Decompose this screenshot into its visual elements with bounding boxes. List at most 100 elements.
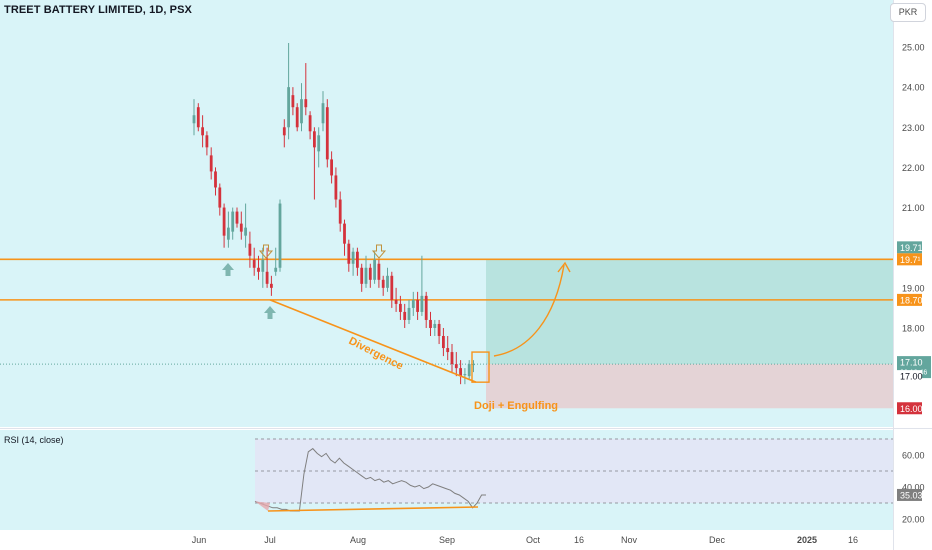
candle-body: [304, 99, 308, 108]
candle-body: [222, 207, 226, 236]
candle-body: [429, 319, 432, 328]
candle-body: [291, 95, 295, 108]
rsi-tick-label: 40.00: [902, 483, 925, 493]
candle-body: [334, 175, 338, 200]
candle-body: [450, 352, 454, 365]
chart-title: TREET BATTERY LIMITED, 1D, PSX: [4, 4, 192, 16]
signal-down-arrow-icon: [371, 244, 387, 259]
candle-body: [313, 131, 316, 148]
candle-body: [300, 99, 303, 124]
candle-body: [261, 259, 265, 272]
target-level-badge: [897, 241, 922, 254]
stop-level-label: 16.00: [900, 404, 923, 414]
time-tick-label: Oct: [526, 535, 541, 545]
candle-body: [403, 311, 407, 320]
price-tick-label: 19.00: [902, 283, 925, 293]
candle-body: [360, 267, 364, 284]
candle-body: [325, 107, 329, 160]
rsi-divergence-line: [267, 506, 479, 512]
candle-body: [227, 227, 230, 240]
rsi-indicator-label[interactable]: RSI (14, close): [4, 435, 64, 445]
stop-zone: [486, 364, 893, 409]
candle-body: [270, 283, 273, 288]
candle-body: [239, 223, 243, 232]
candle-body: [265, 271, 269, 284]
candle-body: [218, 187, 222, 208]
resistance-level-upper-badge: [897, 253, 922, 266]
candle-body: [192, 115, 196, 124]
candle-body: [196, 107, 200, 128]
candle-body: [463, 374, 467, 376]
rsi-last-badge: [897, 488, 922, 501]
time-tick-label: Jun: [192, 535, 207, 545]
candle-body: [442, 336, 445, 349]
candle-body: [244, 227, 247, 236]
price-tick-label: 22.00: [902, 163, 925, 173]
time-tick-label: Dec: [709, 535, 726, 545]
candle-body: [433, 323, 437, 328]
candle-body: [317, 135, 321, 152]
candle-body: [205, 135, 209, 148]
time-tick-label: Sep: [439, 535, 455, 545]
price-tick-label: 25.00: [902, 43, 925, 53]
candle-body: [321, 103, 325, 124]
candle-body: [420, 295, 424, 312]
candle-body: [308, 115, 312, 132]
price-tick-label: 18.00: [902, 323, 925, 333]
candle-body: [343, 223, 346, 244]
candle-body: [347, 243, 351, 264]
currency-button[interactable]: PKR: [890, 3, 926, 22]
rsi-last-label: 35.03: [900, 490, 923, 500]
time-tick-label: Aug: [350, 535, 366, 545]
candle-body: [257, 267, 260, 272]
target-zone: [486, 259, 893, 365]
time-tick-label: Nov: [621, 535, 638, 545]
candle-body: [390, 275, 394, 300]
candle-body: [424, 295, 428, 320]
candle-body: [467, 364, 471, 377]
entry-level-label: 17.00: [900, 372, 923, 382]
candle-body: [454, 364, 458, 369]
candle-body: [248, 243, 252, 256]
target-level-label: 19.71: [900, 243, 923, 253]
price-tick-label: 21.00: [902, 203, 925, 213]
candle-body: [377, 263, 381, 280]
candle-body: [472, 364, 475, 366]
candle-body: [386, 275, 389, 288]
last-price-label: 17.10: [900, 358, 923, 368]
candle-body: [437, 323, 441, 337]
candle-body: [282, 127, 286, 136]
candle-body: [446, 348, 450, 353]
stop-level-badge: [897, 402, 922, 415]
candle-body: [459, 368, 462, 377]
candle-body: [399, 303, 402, 312]
candle-body: [351, 251, 355, 264]
divergence-line: [269, 299, 477, 383]
candle-body: [274, 267, 278, 272]
signal-down-arrow-icon: [258, 244, 274, 259]
candle-body: [416, 299, 419, 312]
candle-body: [407, 307, 411, 320]
time-tick-label: 16: [574, 535, 584, 545]
candle-body: [394, 299, 398, 304]
signal-up-arrow-icon: [222, 263, 234, 276]
resistance-level-lower-badge: [897, 293, 922, 306]
price-tick-label: 24.00: [902, 83, 925, 93]
candle-body: [295, 107, 299, 128]
candle-body: [373, 259, 376, 280]
candle-body: [368, 267, 372, 280]
candle-body: [364, 267, 368, 284]
candle-body: [209, 155, 213, 172]
candle-body: [252, 259, 256, 268]
pattern-label: Doji + Engulfing: [474, 400, 558, 412]
rsi-tick-label: 20.00: [902, 515, 925, 525]
resistance-level-lower-label: 18.70: [900, 295, 923, 305]
time-tick-label: Jul: [264, 535, 276, 545]
candle-body: [411, 299, 415, 308]
candle-body: [287, 87, 290, 128]
candle-body: [338, 199, 342, 224]
candle-body: [381, 279, 385, 288]
price-tick-label: 23.00: [902, 123, 925, 133]
pattern-highlight-box: [471, 351, 490, 383]
